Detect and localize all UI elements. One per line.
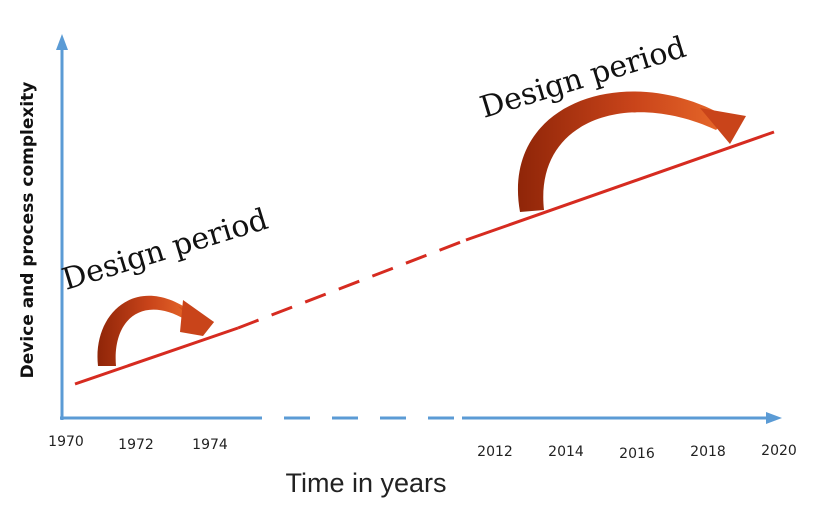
y-axis-arrowhead [56,34,68,50]
x-axis-label: Time in years [285,468,446,498]
x-tick-label: 2016 [619,446,655,462]
x-tick-label: 1970 [48,434,84,450]
curved-arrow-icon-late [517,91,746,212]
design-period-label-early: Design period [58,202,272,298]
y-axis-label: Device and process complexity [18,82,38,379]
x-tick-label: 1972 [118,437,154,453]
curved-arrow-icon-early [97,295,214,366]
x-tick-label: 2012 [477,444,513,460]
x-tick-label: 2020 [761,443,797,459]
x-tick-label: 2014 [548,444,584,460]
x-axis [60,412,782,424]
x-tick-label: 2018 [690,444,726,460]
complexity-trend-line [74,130,775,386]
y-axis [56,34,68,420]
trend-line-break-dashes [237,238,467,330]
x-axis-arrowhead [766,412,782,424]
x-tick-label: 1974 [192,437,228,453]
